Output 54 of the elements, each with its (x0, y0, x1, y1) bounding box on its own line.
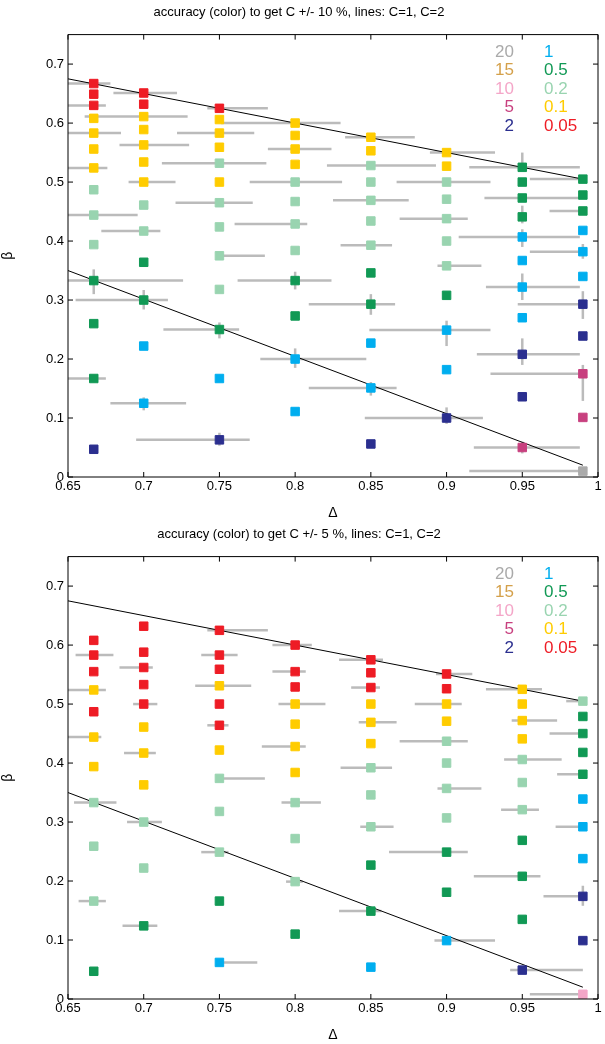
y-axis-title: β (0, 773, 16, 782)
text: 0.5 (544, 582, 568, 602)
y-tick-label: 0.2 (45, 872, 64, 888)
x-tick-label: 0.7 (134, 1000, 153, 1016)
text: 0.05 (544, 637, 578, 657)
y-tick-label: 0.2 (45, 350, 64, 366)
x-tick-label: 0.8 (286, 1000, 305, 1016)
x-axis-title: Δ (328, 504, 338, 521)
x-tick-label: 0.85 (358, 1000, 384, 1016)
legend-label: 20 (495, 563, 514, 583)
text: 1 (544, 563, 554, 583)
text: 0.2 (544, 600, 568, 620)
y-tick-label: 0.1 (45, 931, 64, 947)
x-tick-label: 1 (594, 478, 602, 494)
text: 0.5 (544, 60, 568, 80)
x-tick-label: 0.75 (206, 1000, 233, 1016)
chart-title: accuracy (color) to get C +/- 5 %, lines: C=1, C=2 (157, 526, 441, 542)
x-tick-label: 0.95 (509, 1000, 535, 1016)
y-tick-label: 0.3 (45, 813, 64, 829)
x-axis-title: Δ (328, 1026, 338, 1043)
text: 10 (495, 600, 514, 620)
y-tick-label: 0.6 (45, 114, 64, 130)
text: 1 (544, 41, 554, 61)
legend-label: 5 (504, 619, 514, 639)
y-tick-label: 0.4 (45, 754, 64, 770)
chart-title: accuracy (color) to get C +/- 10 %, lines: C=1, C=2 (153, 4, 445, 20)
x-tick-label: 1 (594, 1000, 602, 1016)
text: 5 (504, 97, 514, 117)
x-tick-label: 0.8 (286, 478, 305, 494)
x-tick-label: 0.9 (437, 478, 456, 494)
text: 0.2 (544, 78, 568, 98)
y-axis-title: β (0, 251, 16, 260)
legend-label: 15 (495, 60, 514, 80)
text: 2 (504, 637, 514, 657)
y-tick-label: 0.4 (45, 232, 64, 248)
text: 2 (504, 115, 514, 135)
text: 0.1 (544, 619, 568, 639)
y-tick-label: 0.7 (45, 55, 64, 71)
x-tick-label: 0.75 (206, 478, 233, 494)
text: 0.05 (544, 115, 578, 135)
y-tick-label: 0.5 (45, 695, 64, 711)
text: 20 (495, 41, 514, 61)
x-tick-label: 0.85 (358, 478, 384, 494)
legend-label: 15 (495, 582, 514, 602)
y-tick-label: 0.6 (45, 636, 64, 652)
x-tick-label: 0.7 (134, 478, 153, 494)
text: 0.1 (544, 97, 568, 117)
y-tick-label: 0.1 (45, 409, 64, 425)
y-tick-label: 0.5 (45, 173, 64, 189)
x-tick-label: 0.95 (509, 478, 535, 494)
y-tick-label: 0.3 (45, 291, 64, 307)
legend-label: 10 (495, 78, 514, 98)
x-tick-label: 0.9 (437, 1000, 456, 1016)
y-tick-label: 0.7 (45, 577, 64, 593)
